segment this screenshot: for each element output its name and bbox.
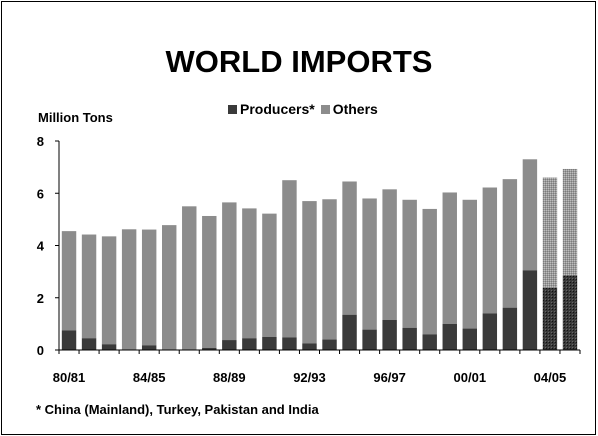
bar-others-00-01 [462, 199, 477, 329]
bar-others-86-87 [182, 206, 197, 350]
bar-others-04-05 [542, 177, 558, 288]
bar-others-05-06 [562, 168, 578, 276]
chart-legend: Producers* Others [228, 101, 384, 117]
bar-others-01-02 [482, 187, 498, 314]
bar-producers-97-98 [402, 327, 417, 350]
bar-others-95-96 [362, 198, 377, 330]
bar-others-82-83 [101, 236, 117, 345]
bar-others-94-95 [342, 181, 357, 315]
y-tick-label: 0 [37, 343, 44, 358]
bar-producers-84-85 [141, 345, 157, 350]
x-tick-label: 80/81 [53, 370, 86, 385]
bar-others-87-88 [202, 215, 217, 348]
bar-others-85-86 [162, 225, 177, 350]
bar-producers-91-92 [282, 337, 297, 350]
bar-others-96-97 [382, 189, 397, 320]
bar-others-84-85 [141, 229, 157, 346]
bar-producers-95-96 [362, 329, 377, 350]
bar-producers-82-83 [101, 344, 117, 350]
x-tick-label: 84/85 [133, 370, 166, 385]
legend-swatch-producers [228, 104, 237, 114]
chart-footnote: * China (Mainland), Turkey, Pakistan and… [36, 402, 319, 417]
bar-others-80-81 [61, 231, 77, 331]
legend-swatch-others [320, 104, 330, 114]
bar-others-91-92 [282, 180, 297, 338]
bar-producers-96-97 [382, 319, 397, 350]
bar-others-97-98 [402, 199, 417, 328]
bar-others-90-91 [262, 213, 277, 337]
bar-producers-04-05 [542, 287, 558, 350]
bar-others-02-03 [502, 179, 518, 308]
x-tick-label: 96/97 [373, 370, 406, 385]
bar-others-98-99 [422, 208, 437, 335]
bar-producers-02-03 [502, 307, 518, 350]
bar-others-99-00 [442, 192, 457, 324]
bar-others-03-04 [522, 159, 538, 271]
bar-producers-05-06 [562, 275, 578, 350]
bar-producers-00-01 [462, 328, 477, 350]
bar-others-89-90 [242, 208, 257, 339]
y-axis-label: Million Tons [38, 110, 113, 125]
legend-item-others: Others [320, 101, 378, 117]
bar-others-81-82 [81, 234, 97, 339]
bar-producers-81-82 [81, 338, 97, 350]
x-tick-label: 88/89 [213, 370, 246, 385]
x-tick-label: 00/01 [454, 370, 487, 385]
x-tick-label: 04/05 [534, 370, 567, 385]
legend-item-producers: Producers* [228, 101, 315, 117]
bar-producers-93-94 [322, 339, 337, 350]
bar-others-93-94 [322, 199, 337, 340]
chart-title: WORLD IMPORTS [165, 44, 433, 79]
bar-producers-03-04 [522, 270, 538, 350]
bar-others-83-84 [121, 229, 137, 350]
bar-others-88-89 [222, 202, 237, 341]
bar-producers-88-89 [222, 340, 237, 350]
bar-producers-87-88 [202, 347, 217, 350]
y-tick-label: 6 [37, 186, 44, 201]
bar-producers-01-02 [482, 313, 498, 350]
bar-producers-80-81 [61, 330, 77, 350]
y-tick-label: 2 [37, 291, 44, 306]
bar-producers-99-00 [442, 323, 457, 351]
bar-producers-92-93 [302, 343, 317, 350]
x-tick-label: 92/93 [293, 370, 326, 385]
bar-producers-94-95 [342, 314, 357, 350]
y-tick-label: 4 [37, 239, 45, 254]
legend-label-others: Others [332, 101, 378, 117]
bar-producers-89-90 [242, 338, 257, 350]
legend-label-producers: Producers* [240, 101, 315, 117]
bar-others-92-93 [302, 201, 317, 344]
y-tick-label: 8 [37, 134, 44, 149]
bar-producers-90-91 [262, 336, 277, 350]
bar-producers-98-99 [422, 334, 437, 350]
